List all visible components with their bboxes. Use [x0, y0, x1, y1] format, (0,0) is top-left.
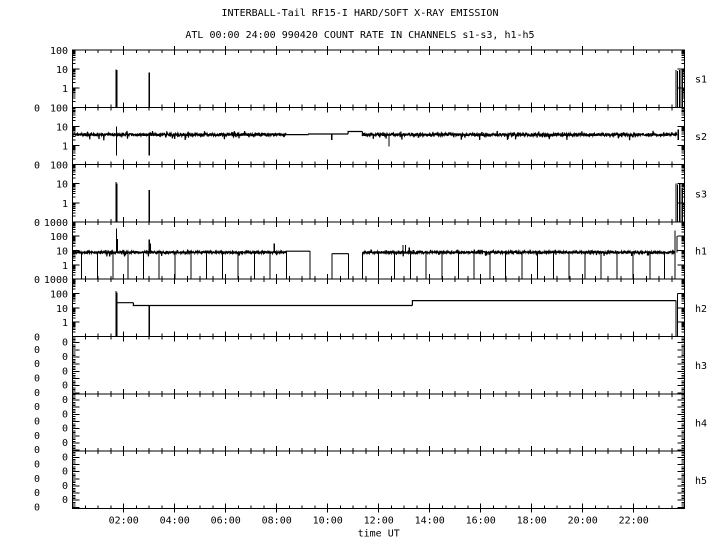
y-tick-label: 10 — [56, 122, 68, 133]
x-tick-label: 04:00 — [160, 515, 190, 526]
panel-label-s1: s1 — [695, 75, 707, 86]
y-tick-label: 100 — [50, 161, 68, 172]
chart-subtitle: ATL 00:00 24:00 990420 COUNT RATE IN CHA… — [185, 30, 535, 41]
chart-title: INTERBALL-Tail RF15-I HARD/SOFT X-RAY EM… — [221, 8, 499, 19]
y-tick-label: 0 — [62, 352, 68, 363]
panel-label-h2: h2 — [695, 304, 707, 315]
panel-frame — [72, 164, 686, 223]
panel-label-h1: h1 — [695, 247, 707, 258]
y-tick-label: 0 — [62, 452, 68, 463]
x-tick-label: 08:00 — [262, 515, 292, 526]
y-tick-label: 0 — [34, 502, 40, 513]
series-line-s2 — [361, 130, 678, 141]
y-tick-label: 0 — [62, 481, 68, 492]
y-tick-label: 0 — [62, 381, 68, 392]
y-tick-label: 1 — [62, 261, 68, 272]
y-tick-label: 1 — [62, 318, 68, 329]
y-tick-label: 0 — [34, 373, 40, 384]
y-tick-label: 0 — [34, 345, 40, 356]
y-tick-label: 0 — [34, 388, 40, 399]
panel-label-h4: h4 — [695, 418, 707, 429]
series-line-h1 — [72, 249, 287, 257]
panel-label-h5: h5 — [695, 476, 707, 487]
panel-frame — [72, 336, 686, 395]
y-tick-label: 0 — [34, 488, 40, 499]
series-line-h1 — [362, 248, 676, 257]
panel-frame — [72, 49, 686, 108]
y-tick-label: 0 — [34, 359, 40, 370]
x-tick-label: 12:00 — [364, 515, 394, 526]
panel-h4: h4 0 0 0 0 0 0 0 0 — [34, 389, 707, 456]
y-tick-label: 0 — [62, 438, 68, 449]
y-tick-label: 0 — [62, 395, 68, 406]
y-tick-label: 0 — [34, 333, 40, 344]
y-tick-label: 0 — [62, 467, 68, 478]
x-tick-label: 10:00 — [313, 515, 343, 526]
panel-frame — [72, 450, 686, 509]
series-line-h1 — [285, 250, 311, 253]
y-tick-label: 100 — [50, 46, 68, 57]
series-line-s2 — [72, 130, 287, 141]
y-tick-label: 0 — [34, 459, 40, 470]
x-axis-label: time UT — [358, 528, 400, 539]
y-tick-label: 0 — [34, 275, 40, 286]
y-tick-label: 1000 — [44, 275, 68, 286]
y-tick-label: 100 — [50, 103, 68, 114]
x-tick-label: 20:00 — [568, 515, 598, 526]
y-tick-label: 10 — [56, 304, 68, 315]
y-tick-label: 0 — [34, 103, 40, 114]
series-line-h2 — [132, 302, 413, 307]
series-line-s2 — [308, 133, 332, 135]
y-tick-label: 0 — [62, 409, 68, 420]
y-tick-label: 10 — [56, 180, 68, 191]
panel-frame — [72, 278, 686, 338]
y-tick-label: 1 — [62, 199, 68, 210]
y-tick-label: 0 — [34, 431, 40, 442]
y-tick-label: 10 — [56, 247, 68, 258]
x-tick-label: 18:00 — [517, 515, 547, 526]
panel-frame — [72, 393, 686, 452]
y-tick-label: 0 — [62, 366, 68, 377]
y-tick-label: 0 — [34, 218, 40, 229]
series-line-s2 — [347, 130, 363, 134]
x-tick-label: 22:00 — [619, 515, 649, 526]
y-tick-label: 1000 — [44, 218, 68, 229]
panel-h5: h5 0 0 0 0 0 0 0 0 — [34, 447, 707, 513]
y-tick-label: 10 — [56, 65, 68, 76]
x-tick-label: 06:00 — [211, 515, 241, 526]
y-tick-label: 100 — [50, 232, 68, 243]
panel-label-h3: h3 — [695, 361, 707, 372]
series-line-h2 — [411, 300, 676, 306]
y-tick-label: 1 — [62, 142, 68, 153]
y-tick-label: 0 — [34, 416, 40, 427]
y-tick-label: 0 — [34, 161, 40, 172]
panel-label-s2: s2 — [695, 132, 707, 143]
y-tick-label: 100 — [50, 290, 68, 301]
panel-label-s3: s3 — [695, 189, 707, 200]
x-tick-label: 16:00 — [466, 515, 496, 526]
x-tick-label: 02:00 — [109, 515, 139, 526]
y-tick-label: 0 — [62, 424, 68, 435]
x-tick-label: 14:00 — [415, 515, 445, 526]
y-tick-label: 0 — [34, 402, 40, 413]
y-tick-label: 0 — [34, 445, 40, 456]
y-tick-label: 0 — [34, 474, 40, 485]
y-tick-label: 0 — [62, 495, 68, 506]
y-tick-label: 0 — [62, 338, 68, 349]
y-tick-label: 1 — [62, 84, 68, 95]
